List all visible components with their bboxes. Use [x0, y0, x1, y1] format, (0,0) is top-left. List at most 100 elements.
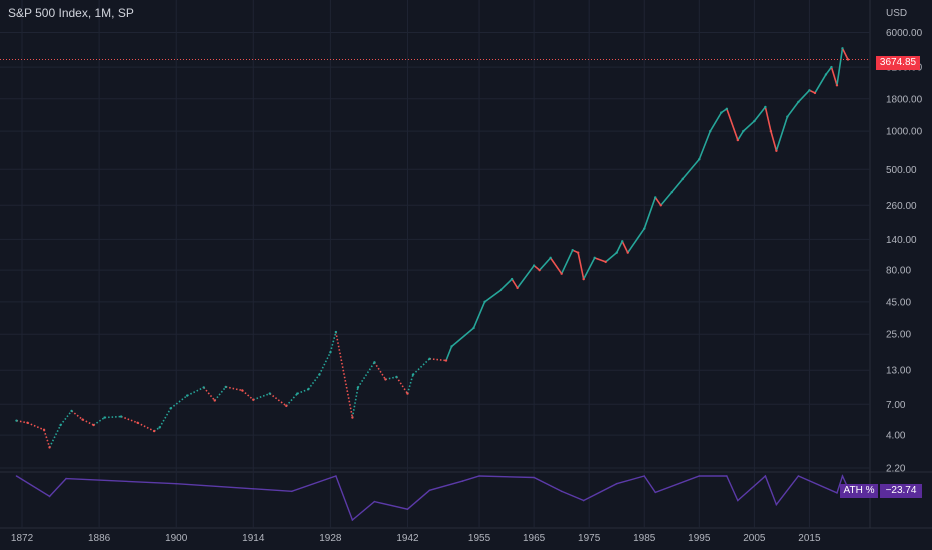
ath-point [15, 475, 18, 477]
price-point [835, 84, 839, 87]
price-segment [241, 389, 254, 401]
price-point [516, 286, 519, 290]
price-segment [671, 178, 684, 193]
price-point [103, 416, 106, 419]
x-tick-label: 1995 [688, 533, 711, 544]
price-point [186, 394, 189, 397]
ath-point [533, 476, 535, 479]
price-point [241, 389, 244, 392]
price-point [285, 404, 288, 408]
price-point [329, 351, 332, 354]
ath-point [582, 499, 585, 502]
price-segment [682, 158, 700, 180]
ath-point [726, 475, 728, 477]
price-point [81, 418, 84, 421]
price-point [510, 277, 514, 281]
price-segment [698, 130, 712, 160]
ath-point [643, 475, 646, 477]
price-point [296, 392, 299, 395]
x-tick-label: 1914 [242, 533, 265, 544]
price-point [59, 423, 62, 427]
price-point [560, 272, 563, 275]
price-point [775, 149, 778, 152]
price-point [119, 415, 123, 418]
price-point [224, 385, 227, 389]
price-point [213, 399, 216, 402]
x-tick-label: 1886 [88, 533, 111, 544]
x-tick-label: 1985 [633, 533, 656, 544]
price-segment [285, 393, 298, 407]
price-segment [351, 387, 359, 418]
x-tick-label: 1965 [523, 533, 546, 544]
price-point [571, 248, 574, 252]
price-point [709, 129, 712, 133]
price-point [15, 419, 18, 422]
ath-point [252, 487, 255, 490]
ath-point [406, 508, 409, 511]
y-tick-label: 1800.00 [886, 94, 923, 105]
ath-point [764, 475, 767, 477]
price-point [615, 251, 618, 254]
price-point [698, 158, 701, 161]
price-segment [797, 89, 811, 103]
price-segment [709, 112, 723, 132]
x-tick-label: 1872 [11, 533, 34, 544]
price-segment [605, 252, 618, 263]
price-point [538, 268, 541, 272]
price-segment [560, 249, 574, 275]
price-segment [318, 351, 332, 375]
price-point [483, 300, 486, 304]
y-tick-label: 140.00 [886, 235, 917, 246]
price-point [764, 105, 767, 109]
price-segment [786, 101, 800, 118]
price-segment [594, 257, 606, 263]
price-point [808, 89, 811, 92]
price-segment [814, 74, 827, 94]
price-point [720, 111, 723, 114]
price-segment [841, 47, 849, 60]
price-point [576, 251, 580, 254]
price-segment [654, 196, 662, 206]
price-point [169, 407, 172, 410]
price-point [736, 138, 740, 142]
price-point [48, 446, 51, 449]
price-segment [484, 289, 502, 303]
price-segment [577, 252, 585, 280]
price-point [384, 378, 387, 381]
price-point [252, 398, 255, 401]
price-point [499, 288, 503, 292]
y-tick-label: 2.20 [886, 464, 906, 475]
price-segment [742, 120, 755, 132]
price-segment [830, 66, 838, 86]
price-segment [775, 116, 789, 152]
ath-point [615, 482, 618, 485]
price-point [92, 423, 95, 427]
price-point [334, 330, 338, 334]
price-point [604, 260, 607, 264]
price-segment [825, 66, 833, 75]
ath-series-line [16, 474, 849, 522]
price-point [356, 386, 360, 389]
x-tick-label: 2005 [743, 533, 766, 544]
ath-point [461, 480, 464, 482]
ath-point [351, 519, 354, 521]
ath-point [698, 475, 701, 477]
ath-point [478, 475, 480, 477]
price-segment [643, 197, 657, 229]
price-point [26, 421, 29, 425]
price-point [797, 100, 800, 104]
ath-indicator-label[interactable]: ATH % [840, 484, 878, 498]
price-segment [104, 415, 122, 419]
price-point [351, 416, 354, 419]
price-segment [660, 191, 673, 206]
price-point [472, 326, 475, 330]
last-price-badge: 3674.85 [876, 56, 920, 70]
x-tick-label: 1955 [468, 533, 491, 544]
symbol-title[interactable]: S&P 500 Index, 1M, SP [8, 6, 134, 20]
price-point [406, 392, 409, 395]
price-point [428, 357, 431, 360]
y-tick-label: 80.00 [886, 266, 911, 277]
price-point [659, 204, 662, 207]
price-point [582, 277, 585, 281]
